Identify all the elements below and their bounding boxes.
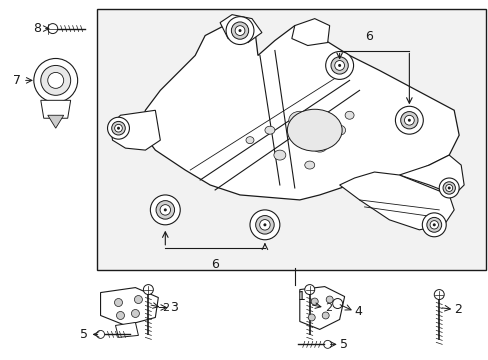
Circle shape — [238, 29, 241, 32]
Polygon shape — [140, 23, 458, 200]
Circle shape — [48, 72, 63, 88]
Circle shape — [304, 285, 314, 294]
Polygon shape — [115, 323, 138, 337]
Text: 2: 2 — [162, 302, 169, 312]
Circle shape — [114, 298, 122, 306]
Ellipse shape — [264, 126, 274, 134]
Circle shape — [325, 296, 332, 303]
Text: 2: 2 — [453, 303, 461, 316]
Circle shape — [249, 210, 279, 240]
Ellipse shape — [288, 111, 310, 129]
Circle shape — [422, 213, 446, 237]
Text: 4: 4 — [354, 305, 362, 318]
Text: 1: 1 — [297, 289, 305, 302]
Ellipse shape — [245, 137, 253, 144]
Circle shape — [334, 60, 344, 70]
Circle shape — [332, 298, 342, 309]
Text: 5: 5 — [80, 328, 87, 341]
Bar — [96, 9, 485, 270]
Ellipse shape — [304, 161, 314, 169]
Circle shape — [111, 121, 125, 135]
Circle shape — [116, 311, 124, 319]
Text: 6: 6 — [211, 258, 219, 271]
Circle shape — [143, 285, 153, 294]
Circle shape — [442, 182, 454, 194]
Polygon shape — [110, 110, 160, 150]
Circle shape — [432, 223, 435, 226]
Polygon shape — [220, 15, 262, 42]
Ellipse shape — [333, 125, 345, 135]
Polygon shape — [339, 172, 453, 230]
Circle shape — [134, 296, 142, 303]
Circle shape — [163, 208, 166, 211]
Circle shape — [433, 289, 443, 300]
Circle shape — [231, 22, 248, 39]
Circle shape — [150, 195, 180, 225]
Text: 8: 8 — [33, 22, 41, 35]
Circle shape — [395, 106, 423, 134]
Circle shape — [404, 115, 413, 125]
Text: 2: 2 — [324, 302, 331, 312]
Text: 6: 6 — [365, 30, 373, 42]
Circle shape — [259, 220, 269, 230]
Circle shape — [307, 314, 315, 321]
Polygon shape — [299, 287, 344, 329]
Circle shape — [426, 217, 441, 232]
Polygon shape — [101, 288, 158, 325]
Circle shape — [48, 24, 58, 33]
Circle shape — [438, 178, 458, 198]
Circle shape — [107, 117, 129, 139]
Polygon shape — [399, 155, 463, 195]
Ellipse shape — [273, 150, 285, 160]
Circle shape — [225, 17, 253, 45]
Circle shape — [117, 127, 120, 130]
Circle shape — [41, 66, 71, 95]
Circle shape — [322, 312, 328, 319]
Circle shape — [447, 186, 450, 189]
Circle shape — [263, 223, 266, 226]
Circle shape — [330, 57, 347, 74]
Circle shape — [131, 310, 139, 318]
Text: 7: 7 — [13, 74, 21, 87]
Circle shape — [114, 124, 122, 132]
Ellipse shape — [311, 138, 327, 152]
Polygon shape — [48, 115, 63, 128]
Circle shape — [235, 26, 244, 35]
Circle shape — [310, 298, 318, 305]
Ellipse shape — [287, 109, 342, 151]
Polygon shape — [291, 19, 329, 45]
Circle shape — [429, 221, 438, 229]
Text: 3: 3 — [170, 301, 178, 314]
Text: 5: 5 — [339, 338, 347, 351]
Circle shape — [325, 51, 353, 80]
Circle shape — [96, 330, 104, 338]
Circle shape — [407, 119, 410, 122]
Circle shape — [337, 64, 341, 67]
Polygon shape — [41, 100, 71, 118]
Circle shape — [400, 112, 417, 129]
Circle shape — [255, 216, 274, 234]
Circle shape — [156, 201, 174, 219]
Circle shape — [445, 184, 452, 192]
Circle shape — [34, 58, 78, 102]
Ellipse shape — [345, 111, 353, 119]
Circle shape — [323, 340, 331, 348]
Circle shape — [160, 204, 170, 215]
